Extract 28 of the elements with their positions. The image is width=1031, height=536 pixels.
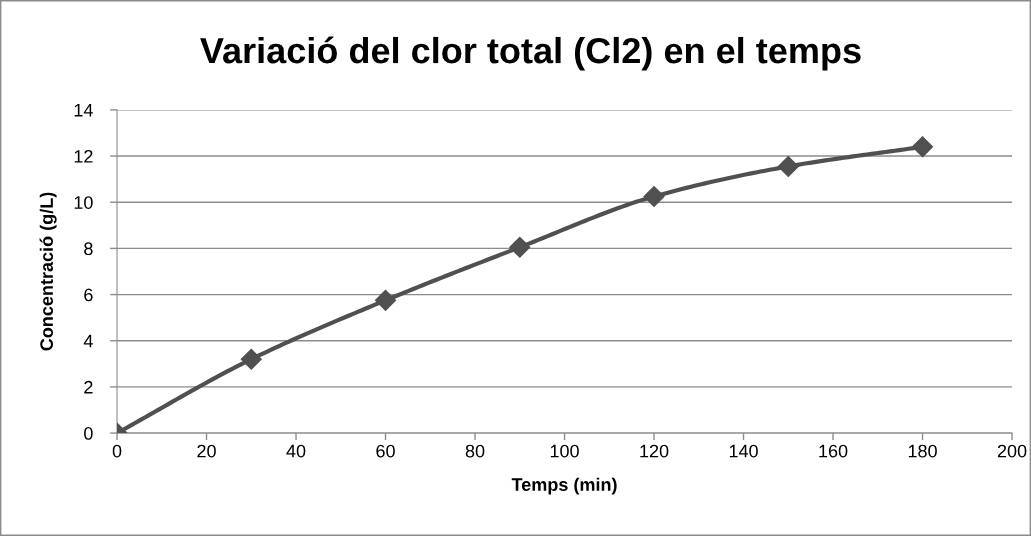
x-tick-label: 60 — [376, 444, 395, 458]
y-tick-label: 0 — [84, 427, 93, 440]
x-tick-label: 140 — [729, 444, 758, 458]
chart-title: Variació del clor total (Cl2) en el temps — [200, 36, 861, 71]
point — [375, 289, 397, 311]
x-tick-label: 160 — [819, 444, 848, 458]
x-tick-label: 200 — [997, 444, 1027, 458]
x-tick-label: 120 — [640, 444, 669, 458]
x-axis-title: Temps (min) — [511, 477, 617, 495]
x-tick-label: 40 — [286, 444, 306, 458]
y-tick-label: 12 — [74, 149, 93, 163]
y-tick-label: 8 — [84, 242, 93, 256]
x-tick-label: 20 — [197, 444, 216, 458]
y-tick-label: 4 — [83, 334, 93, 348]
point — [509, 236, 531, 258]
y-tick-label: 10 — [74, 196, 93, 209]
point — [240, 348, 262, 370]
y-axis-title: Concentració (g/L) — [39, 192, 57, 351]
point — [912, 136, 934, 158]
y-tick-label: 14 — [74, 104, 93, 117]
y-tick-label: 6 — [84, 288, 93, 302]
point — [643, 185, 665, 207]
y-tick-label: 2 — [84, 380, 93, 394]
point — [777, 155, 799, 177]
x-tick-label: 180 — [908, 444, 937, 458]
x-tick-label: 100 — [550, 444, 579, 458]
x-tick-label: 0 — [112, 444, 122, 458]
x-tick-label: 80 — [465, 444, 485, 458]
